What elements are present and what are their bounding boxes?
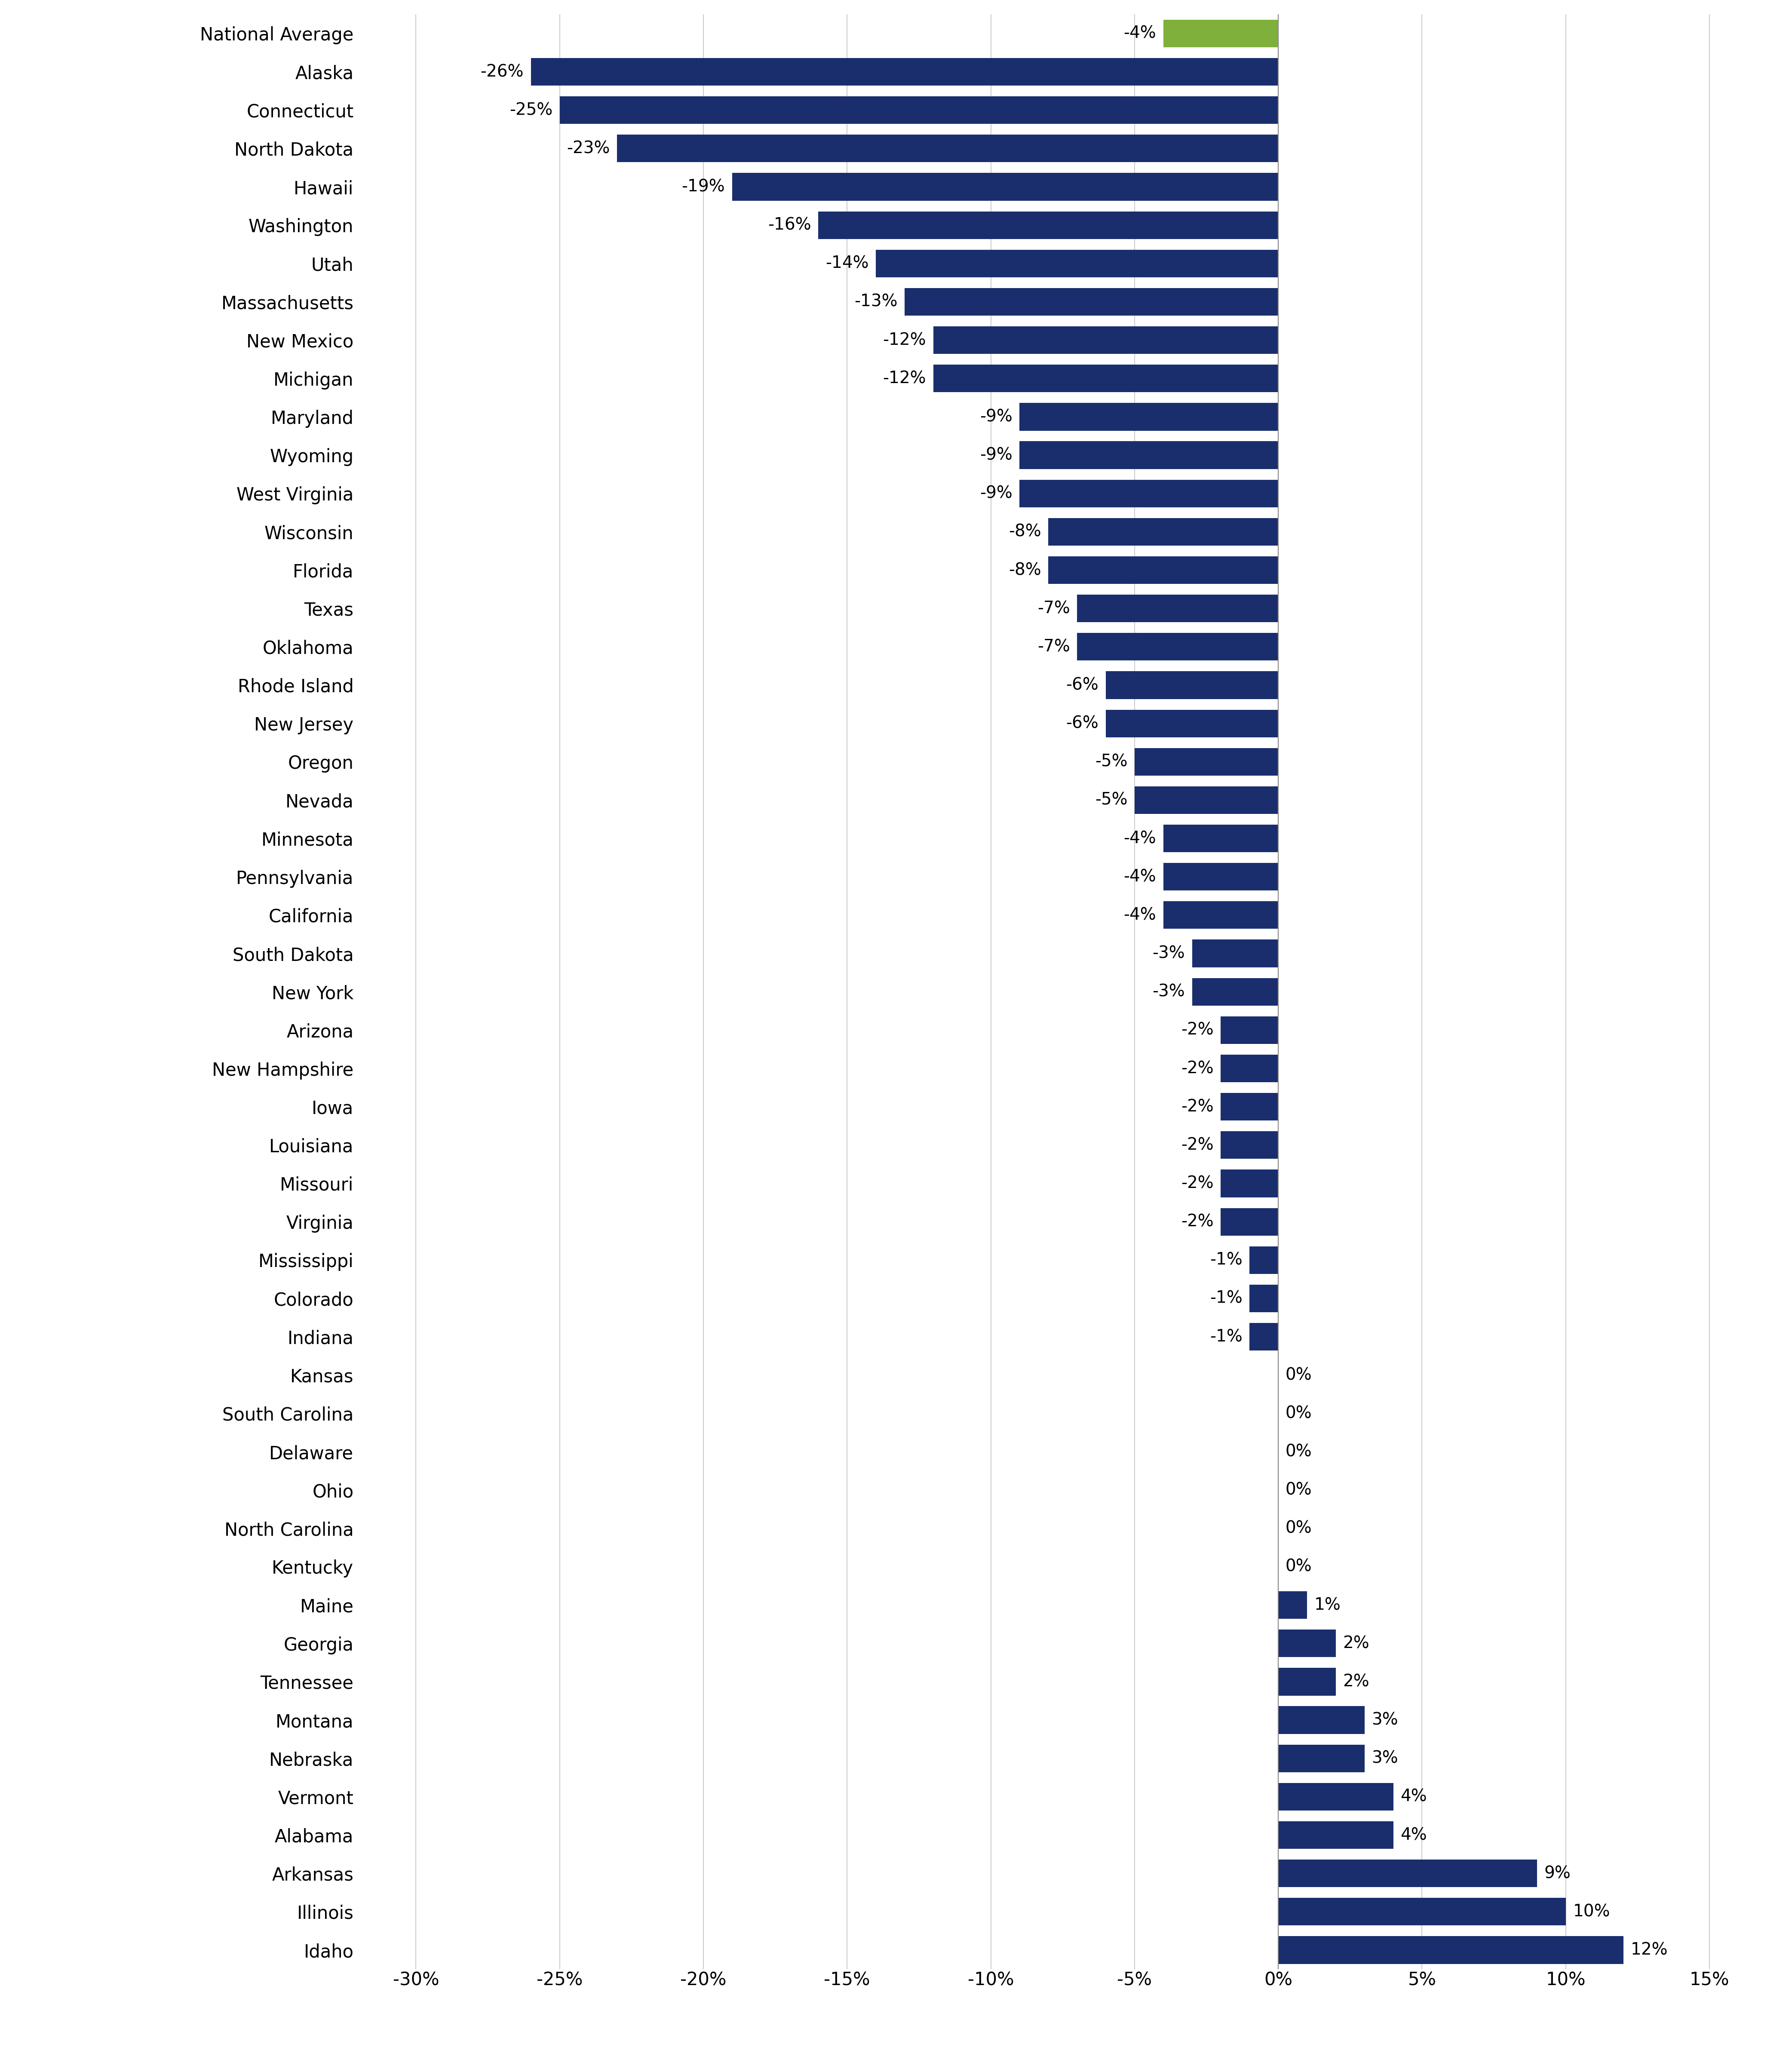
Text: -23%: -23% (566, 141, 609, 158)
Text: -6%: -6% (1066, 678, 1098, 694)
Text: -2%: -2% (1181, 1060, 1213, 1077)
Text: 3%: 3% (1371, 1711, 1398, 1728)
Bar (1278, 1744, 1364, 1773)
Bar (1077, 633, 1278, 661)
Text: -2%: -2% (1181, 1214, 1213, 1230)
Text: -13%: -13% (855, 293, 898, 309)
Bar (1163, 864, 1278, 890)
Bar (934, 325, 1278, 354)
Bar (559, 96, 1278, 125)
Text: -8%: -8% (1009, 524, 1041, 540)
Bar (1249, 1322, 1278, 1351)
Text: -8%: -8% (1009, 563, 1041, 579)
Text: -12%: -12% (883, 332, 926, 348)
Bar (1048, 518, 1278, 547)
Text: -9%: -9% (980, 446, 1012, 463)
Text: -2%: -2% (1181, 1175, 1213, 1191)
Bar (1163, 20, 1278, 47)
Text: -3%: -3% (1152, 985, 1185, 999)
Bar (1220, 1132, 1278, 1159)
Text: -25%: -25% (509, 102, 552, 119)
Text: -1%: -1% (1210, 1290, 1242, 1306)
Bar (1278, 1936, 1624, 1963)
Text: -4%: -4% (1124, 831, 1156, 847)
Text: 0%: 0% (1285, 1404, 1312, 1421)
Bar (1192, 940, 1278, 968)
Text: 4%: 4% (1401, 1789, 1426, 1805)
Bar (1134, 786, 1278, 815)
Bar (1278, 1822, 1394, 1848)
Bar (616, 135, 1278, 162)
Text: 9%: 9% (1545, 1865, 1572, 1881)
Text: -3%: -3% (1152, 946, 1185, 962)
Bar (876, 250, 1278, 276)
Text: -1%: -1% (1210, 1253, 1242, 1269)
Text: 4%: 4% (1401, 1826, 1426, 1842)
Bar (1249, 1286, 1278, 1312)
Bar (1278, 1591, 1306, 1619)
Bar (1106, 710, 1278, 737)
Text: 0%: 0% (1285, 1521, 1312, 1537)
Text: 2%: 2% (1342, 1636, 1369, 1652)
Bar (1020, 479, 1278, 508)
Text: 3%: 3% (1371, 1750, 1398, 1767)
Bar (1220, 1169, 1278, 1197)
Text: 12%: 12% (1631, 1943, 1668, 1959)
Bar (1278, 1668, 1335, 1695)
Text: 2%: 2% (1342, 1674, 1369, 1691)
Bar (1220, 1093, 1278, 1120)
Text: -9%: -9% (980, 409, 1012, 426)
Bar (1220, 1054, 1278, 1083)
Text: -4%: -4% (1124, 25, 1156, 41)
Text: -7%: -7% (1038, 639, 1070, 655)
Bar (1278, 1629, 1335, 1658)
Text: -4%: -4% (1124, 868, 1156, 884)
Bar (905, 289, 1278, 315)
Bar (1278, 1859, 1538, 1887)
Text: -2%: -2% (1181, 1099, 1213, 1116)
Bar (1278, 1783, 1394, 1810)
Text: -2%: -2% (1181, 1021, 1213, 1038)
Text: -2%: -2% (1181, 1136, 1213, 1152)
Text: 0%: 0% (1285, 1558, 1312, 1574)
Text: -7%: -7% (1038, 600, 1070, 616)
Bar (1134, 747, 1278, 776)
Text: -9%: -9% (980, 485, 1012, 502)
Text: -16%: -16% (769, 217, 812, 233)
Text: -6%: -6% (1066, 714, 1098, 731)
Text: -14%: -14% (826, 256, 869, 272)
Bar (733, 174, 1278, 201)
Text: 1%: 1% (1314, 1597, 1340, 1613)
Text: -5%: -5% (1095, 753, 1127, 770)
Text: -1%: -1% (1210, 1329, 1242, 1345)
Bar (1220, 1208, 1278, 1236)
Bar (1163, 825, 1278, 852)
Bar (1163, 901, 1278, 929)
Bar (530, 57, 1278, 86)
Bar (1106, 671, 1278, 698)
Bar (1220, 1015, 1278, 1044)
Text: 10%: 10% (1573, 1904, 1611, 1920)
Bar (934, 364, 1278, 393)
Bar (1278, 1898, 1566, 1926)
Bar (1192, 978, 1278, 1005)
Bar (1278, 1707, 1364, 1734)
Text: 0%: 0% (1285, 1367, 1312, 1384)
Bar (1020, 442, 1278, 469)
Bar (1249, 1247, 1278, 1273)
Bar (1077, 596, 1278, 622)
Text: 0%: 0% (1285, 1443, 1312, 1460)
Text: -4%: -4% (1124, 907, 1156, 923)
Text: -5%: -5% (1095, 792, 1127, 809)
Text: -12%: -12% (883, 371, 926, 387)
Bar (1020, 403, 1278, 430)
Bar (1048, 557, 1278, 583)
Text: -26%: -26% (480, 63, 523, 80)
Bar (819, 211, 1278, 239)
Text: 0%: 0% (1285, 1482, 1312, 1498)
Text: -19%: -19% (681, 178, 726, 194)
